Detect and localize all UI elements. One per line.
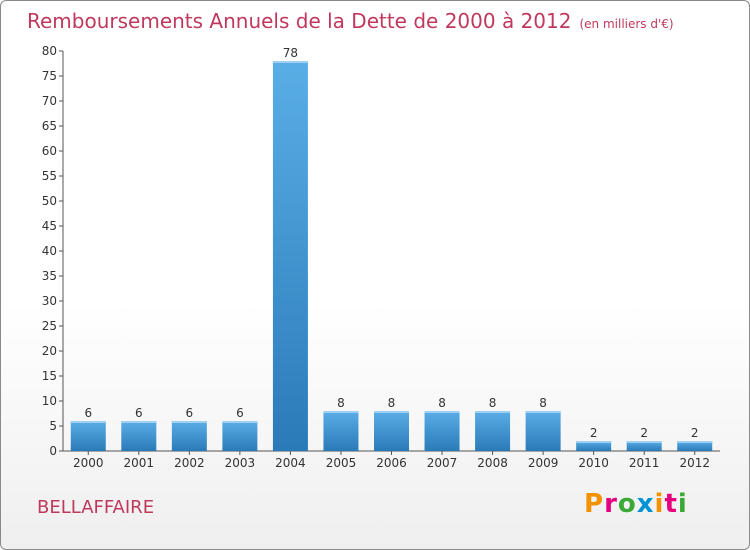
y-tick-label: 45 xyxy=(42,219,57,233)
y-tick-label: 30 xyxy=(42,294,57,308)
data-label-2006: 8 xyxy=(388,396,396,410)
chart-data-labels: 6 6 6 6 78 8 8 8 8 8 2 2 2 xyxy=(84,46,698,440)
commune-name: BELLAFFAIRE xyxy=(37,497,155,518)
bar-highlight-2006 xyxy=(374,411,409,413)
data-label-2011: 2 xyxy=(640,426,648,440)
y-tick-label: 80 xyxy=(42,44,57,58)
bar-2008 xyxy=(475,411,511,451)
x-tick-label-2010: 2010 xyxy=(578,456,609,470)
chart-axes: 0 5 10 15 20 25 30 35 40 45 50 55 60 65 70 75 80 2000 2001… xyxy=(42,44,720,470)
y-tick-label: 50 xyxy=(42,194,57,208)
y-tick-label: 55 xyxy=(42,169,57,183)
data-label-2003: 6 xyxy=(236,406,244,420)
data-label-2007: 8 xyxy=(438,396,446,410)
chart-bars xyxy=(70,61,713,451)
proxiti-logo: Proxiti xyxy=(584,489,688,519)
x-tick-label-2004: 2004 xyxy=(275,456,306,470)
bar-2003 xyxy=(222,421,258,451)
data-label-2005: 8 xyxy=(337,396,345,410)
bar-2010 xyxy=(576,441,612,451)
x-tick-label-2005: 2005 xyxy=(326,456,357,470)
bar-highlight-2000 xyxy=(70,421,106,423)
x-tick-label-2007: 2007 xyxy=(427,456,458,470)
x-tick-label-2001: 2001 xyxy=(124,456,155,470)
bar-highlight-2004 xyxy=(272,61,308,63)
bar-highlight-2002 xyxy=(171,421,207,423)
bar-2005 xyxy=(323,411,359,451)
y-tick-label: 40 xyxy=(42,244,57,258)
bar-highlight-2011 xyxy=(626,441,662,443)
bar-highlight-2009 xyxy=(525,411,561,413)
chart-title: Remboursements Annuels de la Dette de 20… xyxy=(27,9,674,33)
y-tick-label: 75 xyxy=(42,69,57,83)
logo-letter: i xyxy=(677,489,688,519)
bar-2011 xyxy=(626,441,662,451)
y-tick-label: 10 xyxy=(42,394,57,408)
y-tick-label: 60 xyxy=(42,144,57,158)
y-tick-label: 70 xyxy=(42,94,57,108)
chart-title-text: Remboursements Annuels de la Dette de 20… xyxy=(27,9,572,33)
x-tick-label-2003: 2003 xyxy=(225,456,256,470)
y-tick-label: 65 xyxy=(42,119,57,133)
bar-2007 xyxy=(424,411,460,451)
y-tick-label: 15 xyxy=(42,369,57,383)
data-label-2009: 8 xyxy=(539,396,547,410)
x-tick-label-2002: 2002 xyxy=(174,456,205,470)
x-tick-label-2006: 2006 xyxy=(376,456,407,470)
logo-letter: x xyxy=(636,489,655,519)
bar-2009 xyxy=(525,411,561,451)
logo-letter: i xyxy=(654,489,665,519)
x-tick-label-2012: 2012 xyxy=(679,456,710,470)
data-label-2012: 2 xyxy=(691,426,699,440)
x-tick-label-2008: 2008 xyxy=(477,456,508,470)
bar-highlight-2001 xyxy=(121,421,157,423)
logo-letter: t xyxy=(664,489,678,519)
bar-highlight-2010 xyxy=(576,441,612,443)
y-tick-label: 25 xyxy=(42,319,57,333)
logo-letter: r xyxy=(604,489,618,519)
bar-2000 xyxy=(70,421,106,451)
y-tick-label: 0 xyxy=(49,444,57,458)
y-tick-label: 5 xyxy=(49,419,57,433)
bar-highlight-2003 xyxy=(222,421,258,423)
x-tick-label-2011: 2011 xyxy=(629,456,660,470)
bar-highlight-2007 xyxy=(424,411,460,413)
data-label-2002: 6 xyxy=(186,406,194,420)
x-tick-label-2000: 2000 xyxy=(73,456,104,470)
chart-unit: (en milliers d'€) xyxy=(579,17,674,31)
data-label-2010: 2 xyxy=(590,426,598,440)
data-label-2000: 6 xyxy=(84,406,92,420)
bar-2004 xyxy=(272,61,308,451)
bar-2012 xyxy=(677,441,713,451)
y-tick-label: 35 xyxy=(42,269,57,283)
y-tick-label: 20 xyxy=(42,344,57,358)
logo-letter: o xyxy=(617,489,637,519)
x-tick-label-2009: 2009 xyxy=(528,456,559,470)
bar-highlight-2008 xyxy=(475,411,511,413)
bar-2002 xyxy=(171,421,207,451)
data-label-2004: 78 xyxy=(283,46,298,60)
bar-2001 xyxy=(121,421,157,451)
bar-highlight-2005 xyxy=(323,411,359,413)
data-label-2008: 8 xyxy=(489,396,497,410)
bar-2006 xyxy=(374,411,409,451)
data-label-2001: 6 xyxy=(135,406,143,420)
logo-letter: P xyxy=(584,489,605,519)
bar-highlight-2012 xyxy=(677,441,713,443)
